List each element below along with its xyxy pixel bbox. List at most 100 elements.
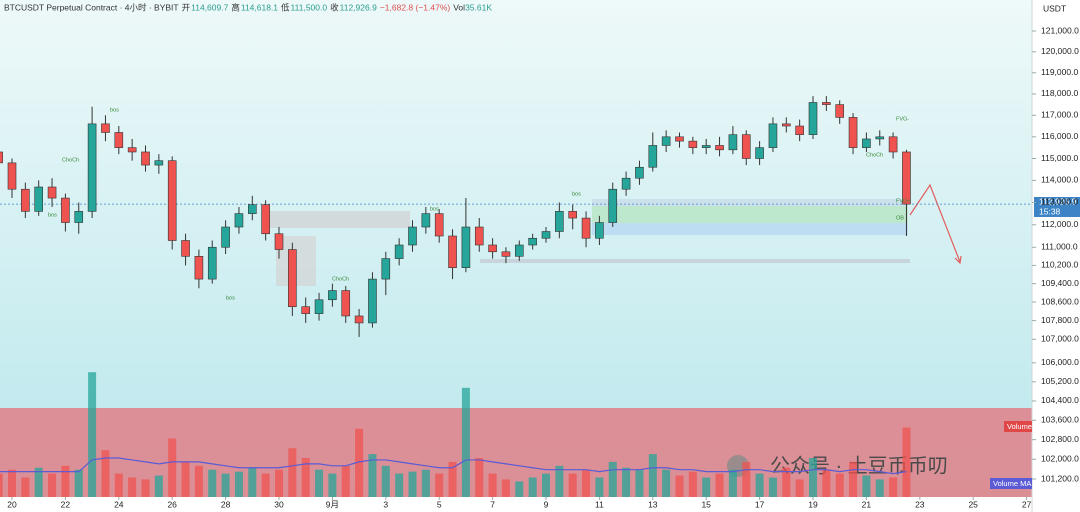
candle-body xyxy=(101,123,110,133)
legend-box xyxy=(1004,421,1032,432)
candle-body xyxy=(34,186,44,212)
candle-body xyxy=(701,145,711,148)
y-tick-label: 103,600.0 xyxy=(1041,414,1079,424)
y-tick-label: 108,600.0 xyxy=(1041,296,1079,306)
legend-text: Volume xyxy=(1007,422,1032,431)
volume-bar xyxy=(421,469,430,497)
volume-bar xyxy=(234,471,243,497)
candle-body xyxy=(875,136,885,140)
volume-bar xyxy=(822,469,831,497)
candle-body xyxy=(488,244,497,253)
candle-body xyxy=(87,123,97,212)
header-text: BTCUSDT Perpetual Contract · 4小时 · BYBIT xyxy=(4,2,179,12)
y-tick-label: 104,400.0 xyxy=(1041,395,1079,405)
candle-body xyxy=(661,136,671,146)
candle-body xyxy=(434,213,444,237)
candle-body xyxy=(394,244,404,259)
x-tick-label: 17 xyxy=(755,499,765,509)
volume-bar xyxy=(795,479,804,497)
x-tick-label: 27 xyxy=(1022,499,1032,509)
candle-body xyxy=(835,104,845,118)
volume-bar xyxy=(288,448,297,497)
volume-bar xyxy=(74,469,83,497)
candle-body xyxy=(581,217,591,239)
volume-bar xyxy=(181,461,190,497)
volume-bar xyxy=(301,458,310,497)
candle-body xyxy=(728,134,738,151)
candle-body xyxy=(675,136,684,142)
candle-body xyxy=(21,188,30,212)
volume-bar xyxy=(475,458,484,497)
candle-body xyxy=(354,315,364,324)
candle-body xyxy=(741,134,751,159)
legend-text: Volume MA xyxy=(993,479,1031,488)
candle-body xyxy=(595,222,604,239)
header-text: 开 xyxy=(182,2,191,12)
candle-body xyxy=(154,160,164,166)
volume-bar xyxy=(328,473,337,497)
x-tick-label: 23 xyxy=(915,499,925,509)
price-tag xyxy=(1034,197,1080,217)
volume-bar xyxy=(488,473,497,497)
candle-body xyxy=(715,145,724,151)
annotation: ChoCh xyxy=(866,152,883,158)
y-tick-label: 120,000.0 xyxy=(1041,46,1079,56)
header-text: 111,500.0 xyxy=(291,2,328,12)
volume-bar xyxy=(862,475,871,497)
arrow-head xyxy=(954,255,962,265)
candle-body xyxy=(408,226,417,246)
y-tick-label: 107,800.0 xyxy=(1041,315,1079,325)
volume-bar xyxy=(662,469,671,497)
volume-bar xyxy=(248,467,257,497)
volume-bar xyxy=(568,473,577,497)
annotation: ChoCh xyxy=(62,157,79,163)
volume-bar xyxy=(8,469,16,497)
volume-bar xyxy=(528,477,537,497)
volume-bar xyxy=(715,473,724,497)
candle-body xyxy=(608,188,618,223)
volume-bar xyxy=(395,473,404,497)
watermark: 公众号 · 土豆币币叨 xyxy=(770,454,948,477)
volume-bar xyxy=(114,473,123,497)
price-axis xyxy=(1032,0,1080,512)
x-tick-label: 30 xyxy=(274,499,284,509)
zone xyxy=(480,259,910,263)
x-tick-label: 7 xyxy=(490,499,495,509)
volume-bar xyxy=(542,473,550,497)
volume-bar xyxy=(315,469,324,497)
volume-bar xyxy=(768,477,777,497)
annotation: ChoCh xyxy=(332,276,349,282)
volume-bar xyxy=(782,467,791,497)
x-tick-label: 21 xyxy=(862,499,872,509)
candle-body xyxy=(261,204,270,235)
annotation: bos xyxy=(226,295,235,301)
annotation: FVG+ xyxy=(896,198,911,204)
volume-bar xyxy=(809,458,817,497)
candle-body xyxy=(541,231,551,239)
y-tick-label: 102,800.0 xyxy=(1041,434,1079,444)
volume-bar xyxy=(88,372,97,497)
candle-body xyxy=(514,244,524,257)
candle-body xyxy=(768,123,778,148)
x-tick-label: 28 xyxy=(221,499,231,509)
volume-bar xyxy=(61,465,70,497)
volume-bar xyxy=(889,477,898,497)
volume-bar xyxy=(595,477,604,497)
volume-bar xyxy=(0,473,3,497)
price-label: 112,926.9 xyxy=(1039,196,1076,206)
volume-bar xyxy=(501,479,510,497)
candle-body xyxy=(568,211,578,219)
candle-body xyxy=(461,226,471,268)
volume-bar xyxy=(168,438,177,497)
y-tick-label: 105,200.0 xyxy=(1041,376,1079,386)
x-tick-label: 15 xyxy=(701,499,711,509)
candle-body xyxy=(808,102,818,135)
volume-bar xyxy=(635,469,644,497)
candle-body xyxy=(474,226,484,246)
header-text: 高 xyxy=(231,2,240,12)
y-tick-label: 119,000.0 xyxy=(1041,67,1078,77)
volume-bar xyxy=(408,471,417,497)
candle-body xyxy=(795,125,804,135)
countdown: 15:38 xyxy=(1039,206,1061,216)
